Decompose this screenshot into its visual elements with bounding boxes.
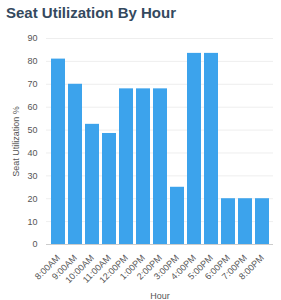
svg-text:40: 40 xyxy=(27,148,37,158)
svg-text:3:00PM: 3:00PM xyxy=(151,252,181,282)
svg-text:60: 60 xyxy=(27,102,37,112)
svg-text:80: 80 xyxy=(27,56,37,66)
svg-text:90: 90 xyxy=(27,33,37,43)
svg-text:30: 30 xyxy=(27,171,37,181)
html-text:Seat Utilization By Hour: Seat Utilization By Hour xyxy=(6,4,176,21)
svg-text:9:00AM: 9:00AM xyxy=(49,252,79,282)
svg-text:10:00AM: 10:00AM xyxy=(63,252,96,286)
svg-text:0: 0 xyxy=(32,239,37,249)
svg-text:6:00PM: 6:00PM xyxy=(202,252,232,282)
svg-text:20: 20 xyxy=(27,194,37,204)
svg-text:4:00PM: 4:00PM xyxy=(168,252,198,282)
svg-text:1:00PM: 1:00PM xyxy=(117,252,147,282)
svg-text:Hour: Hour xyxy=(150,291,170,300)
svg-text:Seat Utilization %: Seat Utilization % xyxy=(11,106,21,177)
svg-text:11:00AM: 11:00AM xyxy=(80,252,113,285)
svg-text:50: 50 xyxy=(27,125,37,135)
svg-text:70: 70 xyxy=(27,79,37,89)
svg-text:8:00AM: 8:00AM xyxy=(32,252,62,282)
svg-text:12:00PM: 12:00PM xyxy=(97,252,130,286)
svg-text:7:00PM: 7:00PM xyxy=(219,252,249,282)
svg-text:5:00PM: 5:00PM xyxy=(185,252,215,282)
svg-text:10: 10 xyxy=(27,216,37,226)
svg-text:8:00PM: 8:00PM xyxy=(237,253,266,282)
svg-text:2:00PM: 2:00PM xyxy=(134,252,164,282)
